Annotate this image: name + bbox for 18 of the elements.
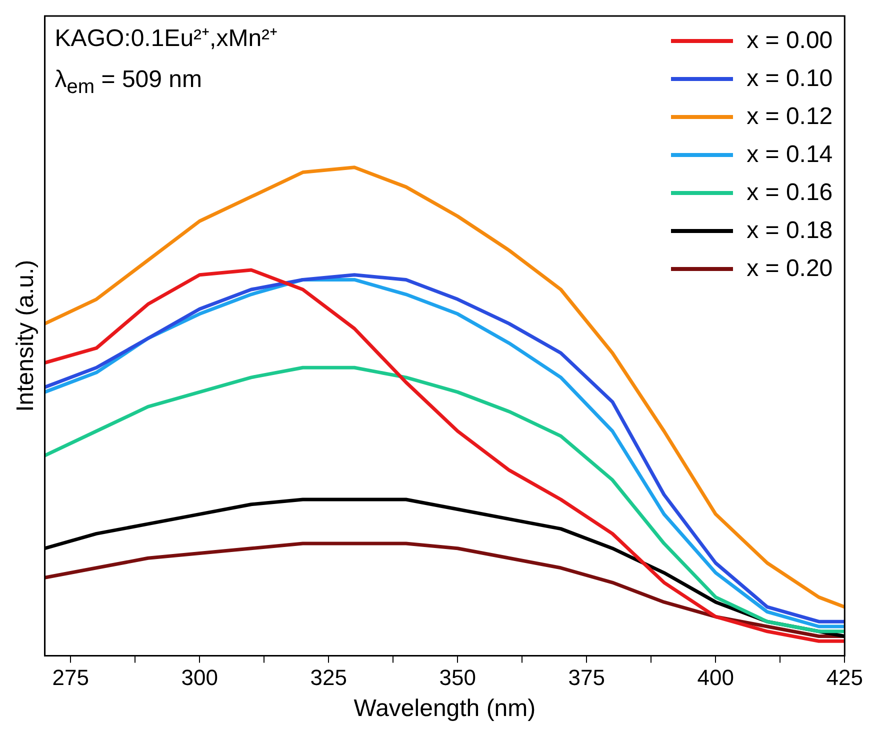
legend-label: x = 0.20 <box>746 255 833 283</box>
x-tick-label: 325 <box>310 665 347 690</box>
text: λ$_{em}$ = 509 nm <box>54 66 202 99</box>
text: KAGO:0.1Eu²⁺,xMn²⁺ <box>54 24 278 53</box>
x-tick-label: 375 <box>568 665 605 690</box>
x-tick-label: 275 <box>52 665 89 690</box>
legend-label: x = 0.10 <box>746 65 833 93</box>
x-tick-label: 425 <box>826 665 864 690</box>
legend-label: x = 0.12 <box>746 103 833 131</box>
legend-label: x = 0.00 <box>746 27 833 55</box>
legend-label: x = 0.18 <box>746 217 833 245</box>
legend-label: x = 0.16 <box>746 179 833 207</box>
x-axis-title: Wavelength (nm) <box>354 695 536 722</box>
x-tick-label: 400 <box>697 665 734 690</box>
x-tick-label: 350 <box>439 665 476 690</box>
legend-label: x = 0.14 <box>746 141 833 169</box>
y-axis-title: Intensity (a.u.) <box>12 260 40 412</box>
x-tick-label: 300 <box>181 665 218 690</box>
